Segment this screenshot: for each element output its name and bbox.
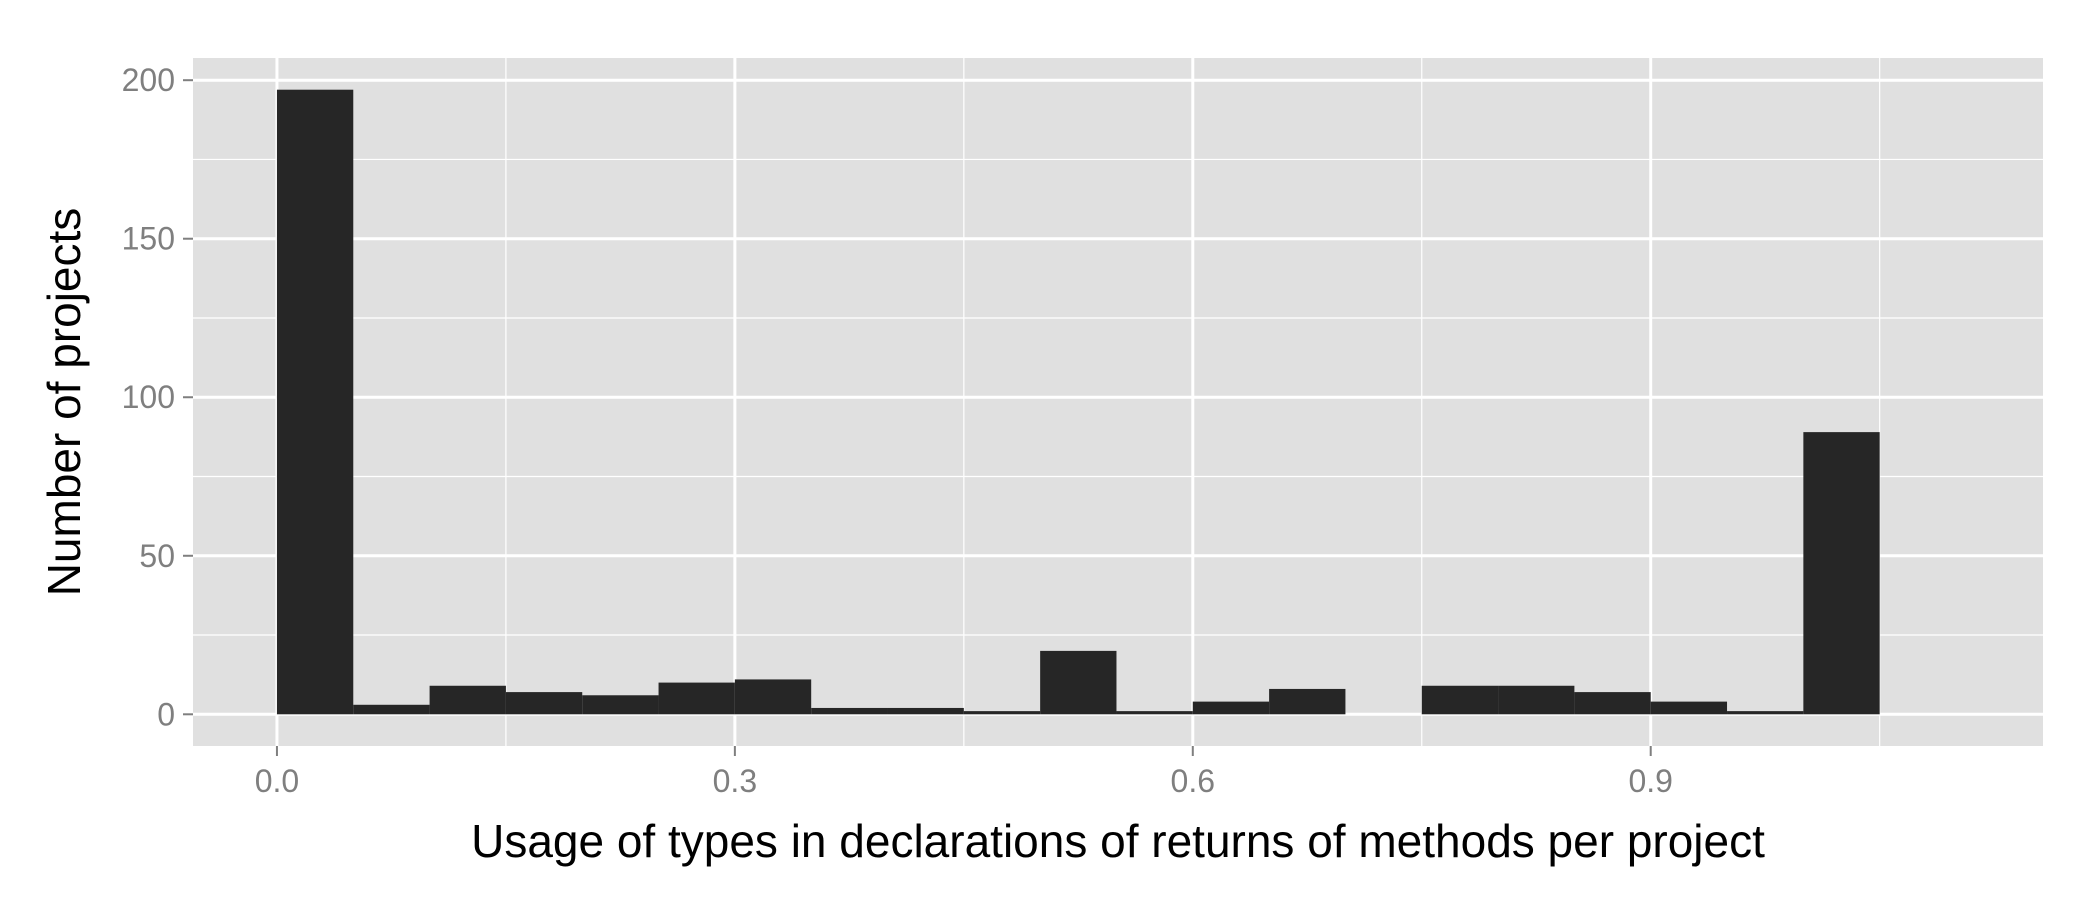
histogram-bar: [811, 707, 888, 715]
x-axis-title: Usage of types in declarations of return…: [471, 815, 1765, 867]
histogram-bar: [734, 679, 812, 715]
histogram-bar: [1040, 650, 1117, 715]
histogram-bar: [887, 707, 964, 715]
minor-gridlines: [193, 58, 2043, 746]
y-tick-label: 100: [122, 379, 175, 415]
histogram-bar: [353, 704, 430, 715]
y-tick-label: 150: [122, 221, 175, 257]
y-tick-label: 200: [122, 62, 175, 98]
y-axis-title: Number of projects: [38, 208, 90, 597]
x-tick-label: 0.0: [255, 763, 299, 799]
histogram-bar: [658, 682, 735, 715]
histogram-bar: [1574, 692, 1651, 715]
histogram-bar: [1727, 711, 1804, 715]
histogram-bars: [276, 89, 1880, 715]
histogram-bar: [505, 692, 583, 715]
x-axis-ticks: 0.0 0.3 0.6 0.9: [255, 746, 1673, 799]
histogram-bar: [582, 695, 659, 715]
y-tick-label: 0: [157, 696, 175, 732]
histogram-bar: [1650, 701, 1728, 715]
histogram-bar: [1269, 688, 1346, 715]
histogram-bar: [429, 685, 506, 715]
histogram-bar: [1498, 685, 1575, 715]
histogram-bar: [1421, 685, 1499, 715]
histogram-bar: [1116, 711, 1193, 715]
histogram-bar: [1192, 701, 1270, 715]
y-axis-ticks: 0 50 100 150 200: [122, 62, 193, 732]
plot-panel: [193, 58, 2043, 746]
histogram-bar: [276, 89, 354, 715]
x-tick-label: 0.9: [1628, 763, 1672, 799]
histogram-bar: [963, 711, 1041, 715]
x-tick-label: 0.3: [713, 763, 757, 799]
histogram-bar: [1803, 432, 1880, 715]
x-tick-label: 0.6: [1171, 763, 1215, 799]
y-tick-label: 50: [139, 538, 175, 574]
